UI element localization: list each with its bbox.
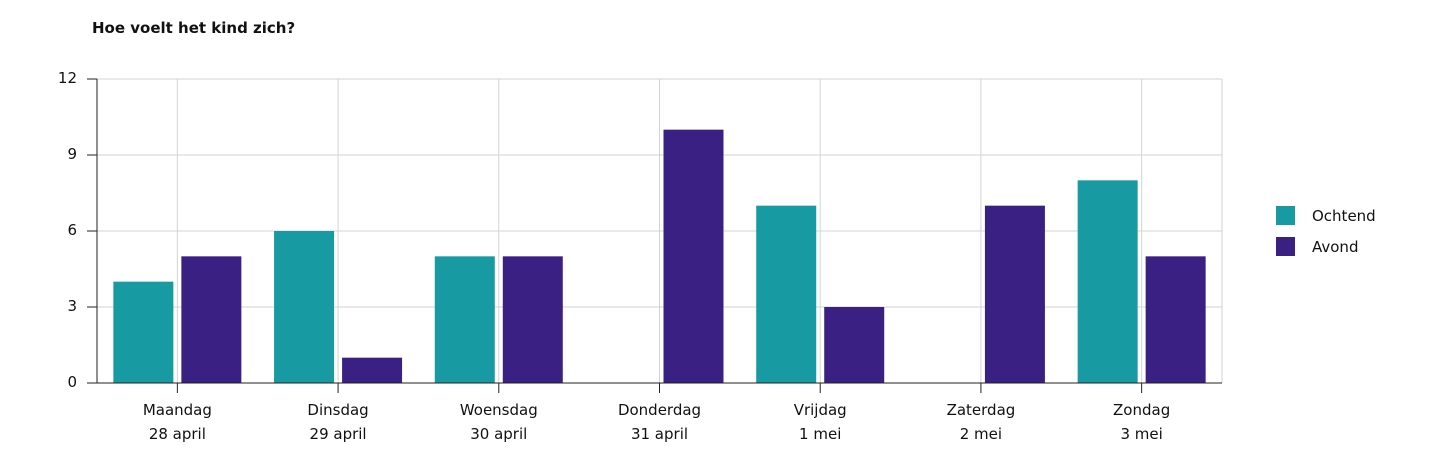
y-tick-label: 3 <box>67 297 77 315</box>
bar-avond-1[interactable] <box>342 357 403 383</box>
x-tick-label-line: Zondag <box>1113 401 1170 419</box>
y-tick-label: 6 <box>67 221 77 239</box>
x-tick-label: Zaterdag 2 mei <box>947 401 1016 443</box>
legend-label-avond[interactable]: Avond <box>1312 238 1358 256</box>
bar-avond-2[interactable] <box>502 256 563 383</box>
y-tick-label: 12 <box>58 69 77 87</box>
x-tick-label-line: 1 mei <box>799 425 841 443</box>
x-tick-label: Dinsdag 29 april <box>307 401 368 443</box>
x-tick-label: Maandag 28 april <box>143 401 212 443</box>
x-tick-label-line: 31 april <box>631 425 688 443</box>
axes <box>87 78 1222 393</box>
legend-swatch-avond[interactable] <box>1276 237 1295 256</box>
x-tick-label-line: Dinsdag <box>307 401 368 419</box>
bars <box>113 129 1206 383</box>
bar-ochtend-6[interactable] <box>1077 180 1138 383</box>
bar-avond-4[interactable] <box>824 307 885 383</box>
x-tick-label-line: Woensdag <box>460 401 538 419</box>
x-tick-label-line: 3 mei <box>1120 425 1162 443</box>
bar-avond-3[interactable] <box>663 129 724 383</box>
x-tick-label-line: Zaterdag <box>947 401 1016 419</box>
bar-avond-5[interactable] <box>984 205 1045 383</box>
x-tick-label-line: 28 april <box>149 425 206 443</box>
x-axis-labels: Maandag 28 april Dinsdag 29 april Woensdag 30… <box>143 401 1170 443</box>
chart-title: Hoe voelt het kind zich? <box>92 19 296 37</box>
x-tick-label-line: Vrijdag <box>794 401 847 419</box>
x-tick-label: Woensdag 30 april <box>460 401 538 443</box>
y-tick-label: 0 <box>67 373 77 391</box>
x-tick-label: Donderdag 31 april <box>618 401 701 443</box>
y-tick-label: 9 <box>67 145 77 163</box>
bar-ochtend-4[interactable] <box>756 205 817 383</box>
legend[interactable]: Ochtend Avond <box>1276 206 1376 256</box>
bar-ochtend-0[interactable] <box>113 281 174 383</box>
x-tick-label-line: 2 mei <box>960 425 1002 443</box>
legend-swatch-ochtend[interactable] <box>1276 206 1295 225</box>
x-tick-label-line: Maandag <box>143 401 212 419</box>
x-tick-label-line: Donderdag <box>618 401 701 419</box>
bar-ochtend-1[interactable] <box>274 231 335 383</box>
x-tick-label-line: 30 april <box>470 425 527 443</box>
bar-avond-0[interactable] <box>181 256 242 383</box>
bar-avond-6[interactable] <box>1145 256 1206 383</box>
y-axis-labels: 0 3 6 9 12 <box>58 69 77 391</box>
bar-ochtend-2[interactable] <box>434 256 495 383</box>
x-tick-label-line: 29 april <box>310 425 367 443</box>
x-tick-label: Zondag 3 mei <box>1113 401 1170 443</box>
grid-lines <box>97 78 1223 383</box>
x-tick-label: Vrijdag 1 mei <box>794 401 847 443</box>
legend-label-ochtend[interactable]: Ochtend <box>1312 207 1376 225</box>
